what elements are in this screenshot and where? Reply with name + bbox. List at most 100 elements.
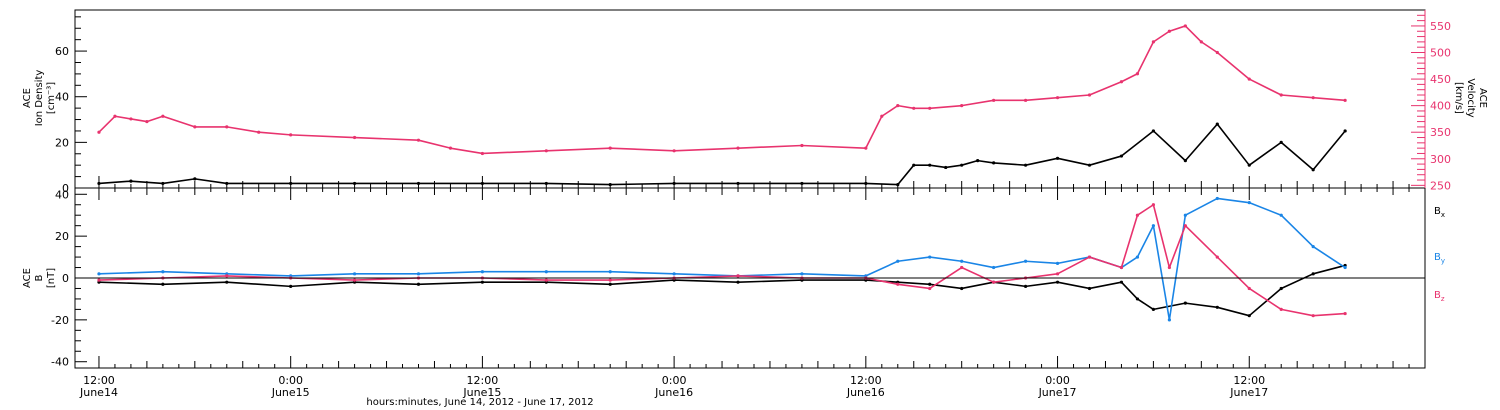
velocity-series-point (145, 119, 149, 124)
by-series-point (1055, 261, 1060, 265)
x-tick-time-label: 0:00 (1045, 374, 1070, 387)
legend-bz-base: B (1434, 290, 1441, 301)
bz-series-point (896, 282, 900, 286)
bx-series-point (1215, 305, 1219, 309)
velocity-series-point (608, 146, 612, 150)
x-tick-date-label: June17 (1229, 386, 1268, 399)
bz-series-point (1119, 265, 1124, 270)
velocity-series-point (448, 146, 453, 150)
density-series-point (960, 163, 964, 167)
legend-bz-sub: z (1441, 295, 1445, 303)
velocity-series-point (1311, 96, 1315, 100)
density-series-point (544, 181, 548, 186)
y-right-tick-label: 400 (1430, 100, 1451, 113)
bottom-panel-ticks: -40 -20 0 20 40 (51, 188, 87, 369)
bz-series-point (1087, 255, 1092, 259)
density-series-point (480, 181, 484, 186)
y-left-tick-label: 20 (55, 136, 69, 149)
bx-series-point (1151, 307, 1156, 311)
by-series-point (352, 272, 357, 276)
velocity-series-point (912, 106, 916, 110)
y-left-tick-label: 60 (55, 45, 69, 58)
by-series-point (1279, 213, 1283, 217)
velocity-series-point (480, 151, 484, 156)
velocity-series-point (992, 98, 996, 102)
x-tick-time-label: 12:00 (83, 374, 115, 387)
velocity-series-point (1343, 98, 1347, 102)
density-series-point (608, 182, 612, 187)
x-tick-date-label: June14 (79, 386, 118, 399)
bx-series-point (928, 282, 932, 286)
by-series-point (97, 272, 101, 276)
x-axis-label: hours:minutes, June 14, 2012 - June 17, … (366, 397, 593, 408)
by-series-point (1167, 318, 1171, 322)
bz-series-point (352, 278, 357, 282)
velocity-series-point (1087, 93, 1092, 97)
by-series-point (1343, 265, 1347, 270)
density-series-point (1343, 129, 1347, 133)
bottom-ylabel: ACE B [nT] (22, 268, 57, 288)
x-tick-date-label: June16 (654, 386, 693, 399)
bx-series-point (1087, 286, 1092, 291)
y-right-tick-label: 500 (1430, 47, 1451, 60)
bx-series-point (1119, 280, 1124, 284)
ylabel-right-line-1: ACE (1477, 88, 1488, 108)
bx-series-point (1135, 297, 1140, 301)
density-series-point (1023, 163, 1028, 167)
bx-series-point (1247, 314, 1251, 318)
bz-series-point (1135, 213, 1140, 217)
ylabel-left-line-2: Ion Density (34, 70, 45, 127)
density-series-point (416, 181, 421, 186)
bx-series-point (960, 286, 964, 291)
bx-series-point (1183, 301, 1187, 305)
bz-series-point (225, 274, 229, 278)
by-series-point (960, 259, 964, 263)
ylabel-bottom-line-1: ACE (22, 268, 33, 288)
y-right-tick-label: 450 (1430, 73, 1451, 86)
ylabel-right-line-2: Velocity (1465, 78, 1476, 117)
density-series-point (864, 181, 868, 186)
ylabel-bottom-line-2: B (34, 274, 45, 281)
density-series-point (1311, 168, 1315, 172)
legend-by-sub: y (1441, 257, 1445, 265)
density-series-line (98, 123, 1346, 186)
velocity-series-point (896, 104, 900, 108)
by-series-point (416, 272, 421, 276)
velocity-series-point (960, 104, 964, 108)
density-series-point (1055, 156, 1060, 160)
x-tick-date-label: June17 (1038, 386, 1077, 399)
by-series-point (1151, 224, 1156, 228)
velocity-series-point (416, 138, 421, 142)
top-right-ylabel: ACE Velocity [km/s] (1453, 78, 1488, 117)
density-series-point (992, 161, 996, 165)
x-tick-date-label: June15 (462, 386, 501, 399)
velocity-series-point (1135, 72, 1140, 76)
bz-series-point (992, 280, 996, 284)
ylabel-right-line-3: [km/s] (1453, 82, 1464, 114)
velocity-series-point (161, 114, 165, 118)
by-series-point (896, 259, 900, 263)
density-series-point (896, 182, 900, 187)
by-series-point (800, 272, 804, 276)
x-tick-time-label: 12:00 (467, 374, 499, 387)
bz-series-point (736, 274, 740, 278)
density-series-point (1119, 154, 1124, 158)
density-series-point (161, 181, 165, 186)
velocity-series-point (113, 114, 117, 118)
bz-series-point (1311, 314, 1315, 318)
density-series-point (225, 181, 229, 186)
velocity-series-point (1183, 24, 1187, 28)
velocity-series-point (129, 117, 133, 121)
bz-series-point (97, 278, 101, 282)
density-series-point (97, 181, 101, 186)
bx-series-point (608, 282, 612, 286)
density-series-point (736, 181, 740, 186)
velocity-series-point (97, 130, 101, 134)
y-bottom-tick-label: 20 (55, 230, 69, 243)
density-series-point (928, 163, 932, 167)
by-series-point (1135, 255, 1140, 259)
by-series-point (544, 270, 548, 274)
bx-series-point (736, 280, 740, 284)
bz-series-point (960, 265, 964, 270)
